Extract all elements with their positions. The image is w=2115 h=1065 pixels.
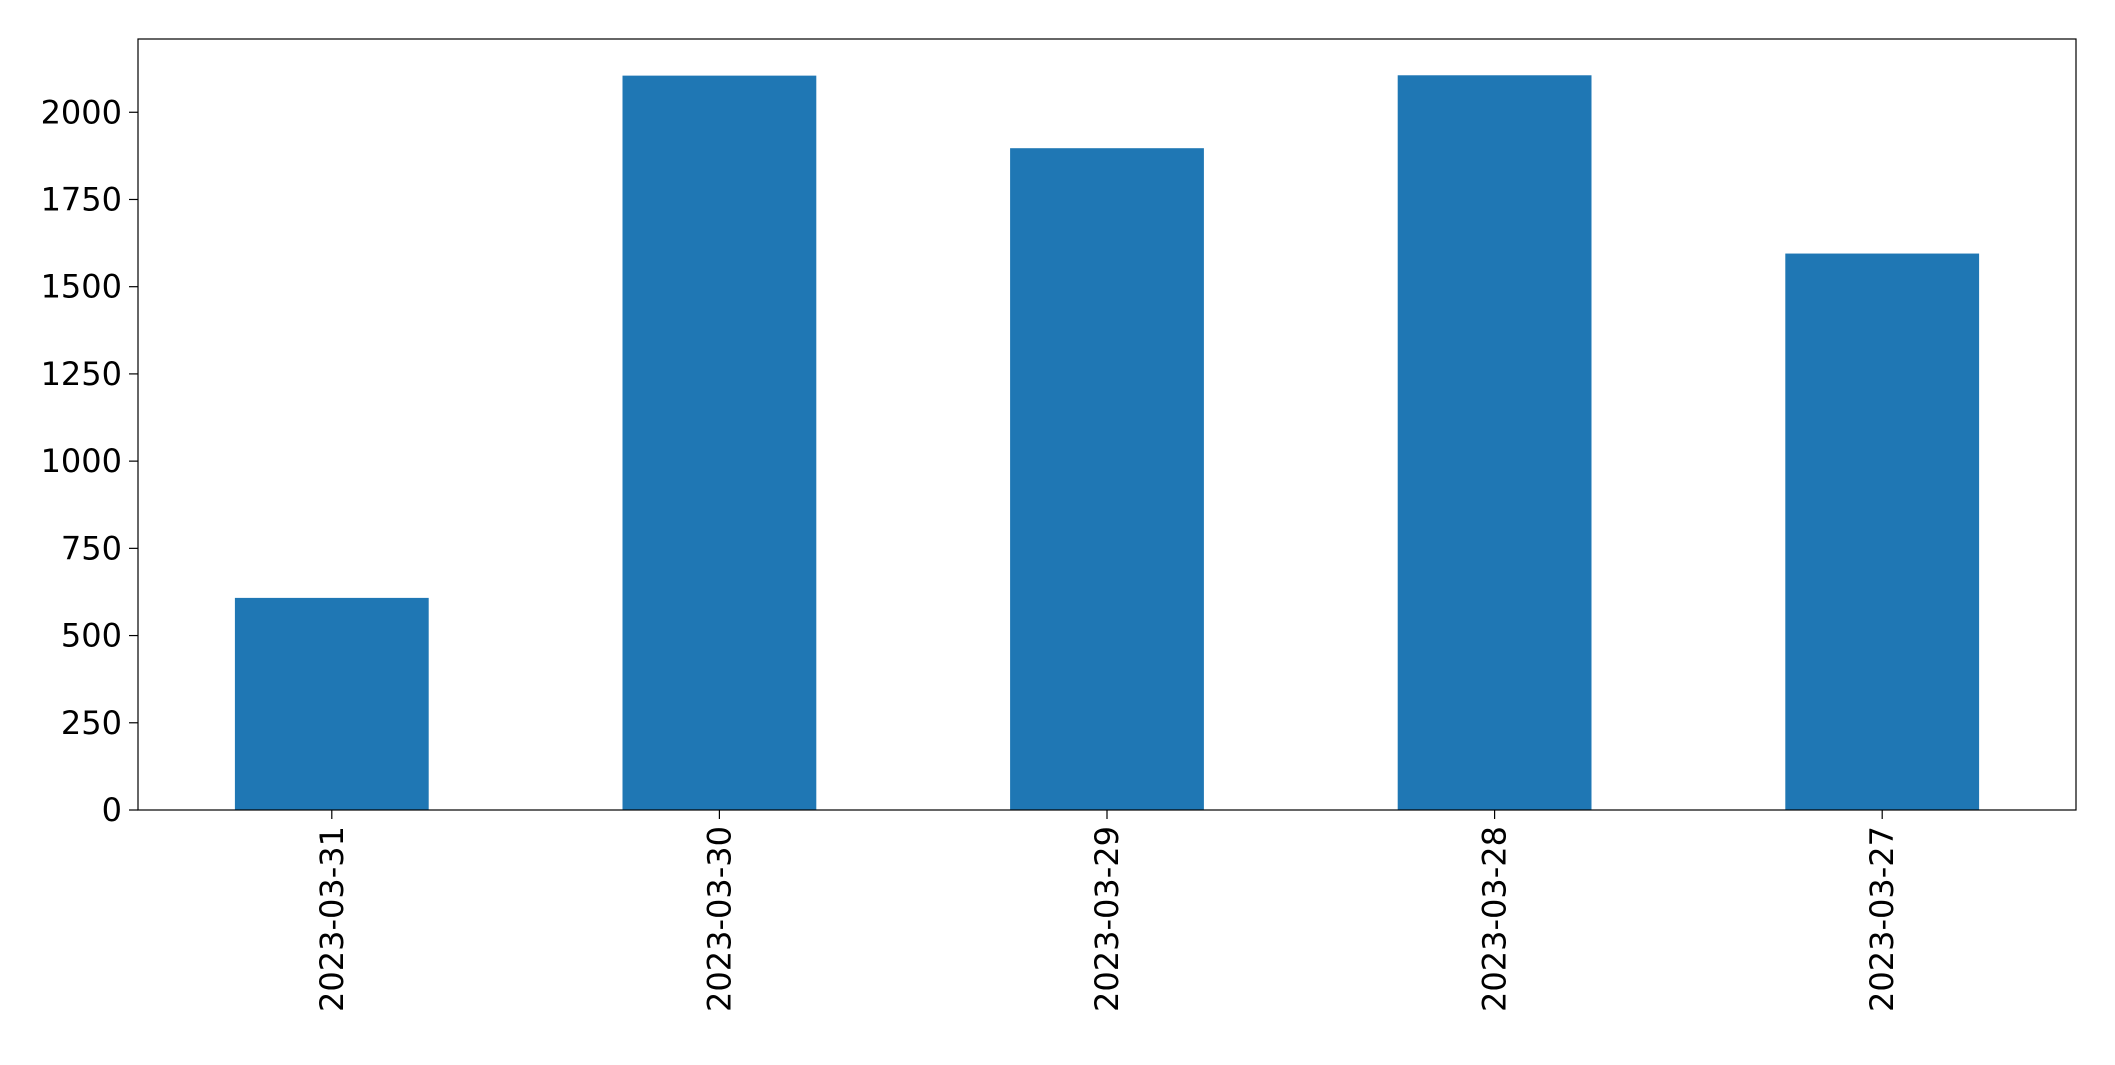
x-tick-label: 2023-03-27	[1863, 826, 1901, 1012]
bar-2023-03-30	[622, 75, 817, 810]
x-tick-label: 2023-03-28	[1476, 826, 1514, 1012]
y-axis-ticks: 0 250 500 750 1000 1250 1500 1750 2000	[41, 93, 138, 829]
bar-2023-03-27	[1785, 253, 1980, 811]
bar-2023-03-31	[234, 597, 429, 810]
y-tick-label: 500	[61, 617, 122, 655]
y-tick-label: 1250	[41, 355, 122, 393]
y-tick-label: 0	[102, 791, 122, 829]
y-tick-label: 2000	[41, 93, 122, 131]
x-axis-ticks: 2023-03-31 2023-03-30 2023-03-29 2023-03-28…	[313, 810, 1901, 1012]
y-tick-label: 750	[61, 529, 122, 567]
x-tick-label: 2023-03-29	[1088, 826, 1126, 1012]
y-tick-label: 1750	[41, 180, 122, 218]
bars-layer	[234, 75, 1980, 811]
y-tick-label: 1500	[41, 268, 122, 306]
y-tick-label: 1000	[41, 442, 122, 480]
y-tick-label: 250	[61, 704, 122, 742]
x-tick-label: 2023-03-30	[700, 826, 738, 1012]
x-tick-label: 2023-03-31	[313, 826, 351, 1012]
bar-2023-03-28	[1397, 75, 1592, 810]
bar-2023-03-29	[1010, 148, 1204, 810]
